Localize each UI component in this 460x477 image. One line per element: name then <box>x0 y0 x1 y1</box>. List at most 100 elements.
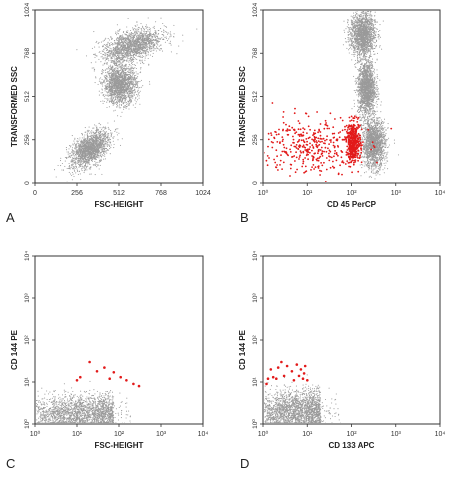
dot <box>146 55 147 56</box>
dot <box>84 168 85 169</box>
dot <box>139 60 140 61</box>
dot <box>122 89 123 90</box>
dot <box>76 155 77 156</box>
dot <box>88 157 89 158</box>
dot <box>120 47 121 48</box>
dot <box>87 136 88 137</box>
dot <box>113 53 114 54</box>
dot <box>89 130 90 131</box>
dot <box>132 40 133 41</box>
dot <box>115 72 116 73</box>
dot <box>76 152 77 153</box>
dot <box>115 81 116 82</box>
dot <box>77 171 78 172</box>
dot <box>130 70 131 71</box>
dot <box>169 43 170 44</box>
dot <box>125 100 126 101</box>
dot <box>107 122 108 123</box>
dot <box>107 145 108 146</box>
dot <box>170 31 171 32</box>
dot <box>107 68 108 69</box>
dot <box>135 30 136 31</box>
dot <box>125 50 126 51</box>
dot <box>133 90 134 91</box>
dot <box>74 167 75 168</box>
dot <box>115 43 116 44</box>
dot <box>86 169 87 170</box>
dot <box>113 79 114 80</box>
dot <box>95 153 96 154</box>
dot <box>139 47 140 48</box>
dot <box>91 144 92 145</box>
dot <box>96 166 97 167</box>
dot <box>127 96 128 97</box>
dot <box>145 48 146 49</box>
dot <box>109 106 110 107</box>
dot <box>106 84 107 85</box>
dot <box>124 41 125 42</box>
dot <box>125 47 126 48</box>
dot <box>96 140 97 141</box>
dot <box>149 40 150 41</box>
dot <box>113 138 114 139</box>
dot <box>113 103 114 104</box>
dot <box>103 49 104 50</box>
dot <box>99 123 100 124</box>
dot <box>100 83 101 84</box>
dot <box>79 139 80 140</box>
dot <box>107 56 108 57</box>
dot <box>74 158 75 159</box>
dot <box>110 45 111 46</box>
dot <box>149 32 150 33</box>
dot <box>126 26 127 27</box>
dot <box>118 73 119 74</box>
dot <box>153 42 154 43</box>
dot <box>121 75 122 76</box>
dot <box>131 34 132 35</box>
y-tick-label: 1024 <box>24 2 31 17</box>
dot <box>98 43 99 44</box>
dot <box>108 85 109 86</box>
dot <box>146 28 147 29</box>
dot <box>134 32 135 33</box>
dot <box>159 46 160 47</box>
dot <box>167 34 168 35</box>
dot <box>146 24 147 25</box>
dot <box>116 39 117 40</box>
dot <box>77 150 78 151</box>
dot <box>117 103 118 104</box>
dot <box>117 139 118 140</box>
dot <box>143 53 144 54</box>
dot <box>127 36 128 37</box>
dot <box>80 165 81 166</box>
dot <box>114 76 115 77</box>
dot <box>95 141 96 142</box>
dot <box>123 31 124 32</box>
dot <box>87 133 88 134</box>
dot <box>72 168 73 169</box>
dot <box>101 129 102 130</box>
dot <box>88 148 89 149</box>
dot <box>125 52 126 53</box>
dot <box>122 48 123 49</box>
dot <box>87 142 88 143</box>
dot <box>80 166 81 167</box>
dot <box>92 149 93 150</box>
dot <box>101 174 102 175</box>
dot <box>86 157 87 158</box>
dot <box>136 48 137 49</box>
dot <box>63 170 64 171</box>
dot <box>129 49 130 50</box>
dot <box>117 62 118 63</box>
dot <box>142 62 143 63</box>
dot <box>86 148 87 149</box>
dot <box>139 39 140 40</box>
dot <box>105 127 106 128</box>
dot <box>95 159 96 160</box>
dot <box>127 45 128 46</box>
dot <box>93 135 94 136</box>
dot <box>135 85 136 86</box>
dot <box>80 173 81 174</box>
dot <box>118 82 119 83</box>
dot <box>100 77 101 78</box>
